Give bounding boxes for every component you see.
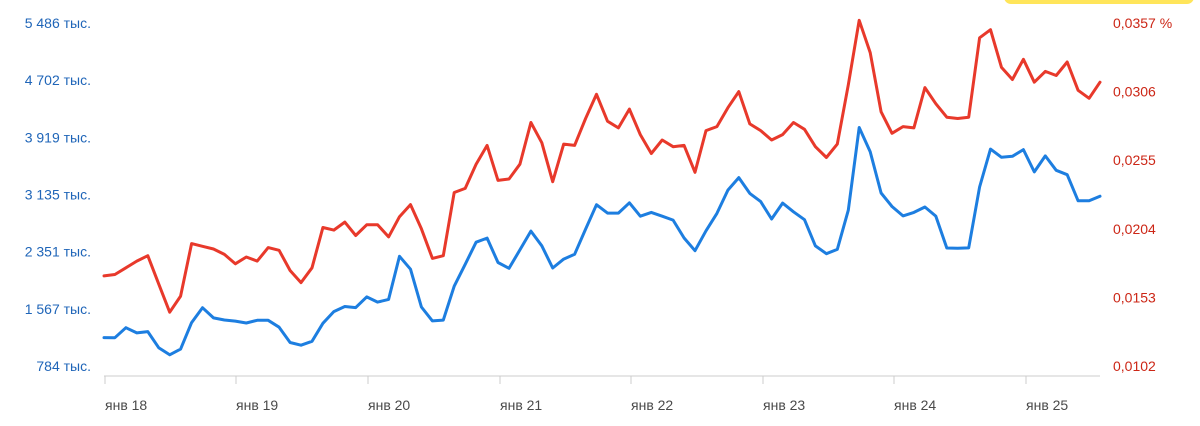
- x-tick-label: янв 18: [105, 397, 147, 413]
- left-y-tick-label: 5 486 тыс.: [25, 15, 91, 31]
- x-tick-label: янв 19: [236, 397, 278, 413]
- x-tick-label: янв 22: [631, 397, 673, 413]
- x-tick-label: янв 25: [1026, 397, 1068, 413]
- x-axis: янв 18 янв 19 янв 20 янв 21 янв 22 янв 23 янв …: [104, 375, 1100, 413]
- x-tick-label: янв 24: [894, 397, 936, 413]
- highlight-badge: [1004, 0, 1194, 4]
- right-axis-series-line: [102, 18, 1102, 314]
- left-y-tick-label: 3 135 тыс.: [25, 187, 91, 203]
- left-axis-series-line: [102, 126, 1102, 357]
- x-tick-label: янв 20: [368, 397, 410, 413]
- right-y-tick-label: 0,0357 %: [1113, 15, 1172, 31]
- right-y-tick-label: 0,0102: [1113, 358, 1156, 374]
- right-y-tick-label: 0,0255: [1113, 152, 1156, 168]
- right-y-axis: 0,0357 % 0,0306 0,0255 0,0204 0,0153 0,0102: [1113, 15, 1172, 374]
- left-y-tick-label: 784 тыс.: [36, 358, 91, 374]
- left-y-tick-label: 3 919 тыс.: [25, 129, 91, 145]
- plot-area: [102, 18, 1102, 357]
- x-tick-label: янв 21: [500, 397, 542, 413]
- left-y-tick-label: 1 567 тыс.: [25, 301, 91, 317]
- right-y-tick-label: 0,0153: [1113, 289, 1156, 305]
- left-y-tick-label: 4 702 тыс.: [25, 72, 91, 88]
- x-tick-label: янв 23: [763, 397, 805, 413]
- right-y-tick-label: 0,0204: [1113, 221, 1156, 237]
- left-y-axis: 5 486 тыс. 4 702 тыс. 3 919 тыс. 3 135 тыс.…: [25, 15, 91, 374]
- right-y-tick-label: 0,0306: [1113, 84, 1156, 100]
- left-y-tick-label: 2 351 тыс.: [25, 244, 91, 260]
